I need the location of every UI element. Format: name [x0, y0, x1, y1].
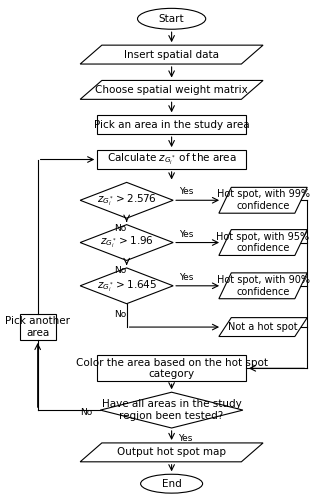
Text: Not a hot spot: Not a hot spot [228, 322, 298, 332]
Text: $z_{G_i^*} > 1.645$: $z_{G_i^*} > 1.645$ [96, 278, 157, 293]
Text: No: No [114, 310, 127, 318]
Text: No: No [114, 224, 127, 233]
Text: Hot spot, with 95%
confidence: Hot spot, with 95% confidence [216, 232, 310, 254]
Text: Hot spot, with 90%
confidence: Hot spot, with 90% confidence [216, 275, 310, 296]
Text: Yes: Yes [179, 230, 194, 238]
Text: Choose spatial weight matrix: Choose spatial weight matrix [95, 85, 248, 95]
Text: Insert spatial data: Insert spatial data [124, 50, 219, 59]
Text: Pick another
area: Pick another area [5, 316, 70, 338]
Text: Pick an area in the study area: Pick an area in the study area [94, 120, 249, 130]
Text: Yes: Yes [179, 188, 194, 196]
Text: Hot spot, with 99%
confidence: Hot spot, with 99% confidence [216, 190, 310, 211]
Text: Yes: Yes [178, 434, 192, 443]
Text: Have all areas in the study
region been tested?: Have all areas in the study region been … [102, 400, 241, 421]
Text: Output hot spot map: Output hot spot map [117, 448, 226, 458]
Text: $z_{G_i^*} > 1.96$: $z_{G_i^*} > 1.96$ [100, 234, 154, 250]
Text: Yes: Yes [179, 273, 194, 282]
Text: End: End [162, 478, 181, 488]
Text: $z_{G_i^*} > 2.576$: $z_{G_i^*} > 2.576$ [97, 192, 156, 208]
Text: No: No [114, 266, 127, 276]
Text: Start: Start [159, 14, 184, 24]
Text: Color the area based on the hot spot
category: Color the area based on the hot spot cat… [76, 358, 268, 379]
Text: Calculate $z_{G_i^*}$ of the area: Calculate $z_{G_i^*}$ of the area [107, 152, 236, 168]
Text: No: No [80, 408, 92, 417]
